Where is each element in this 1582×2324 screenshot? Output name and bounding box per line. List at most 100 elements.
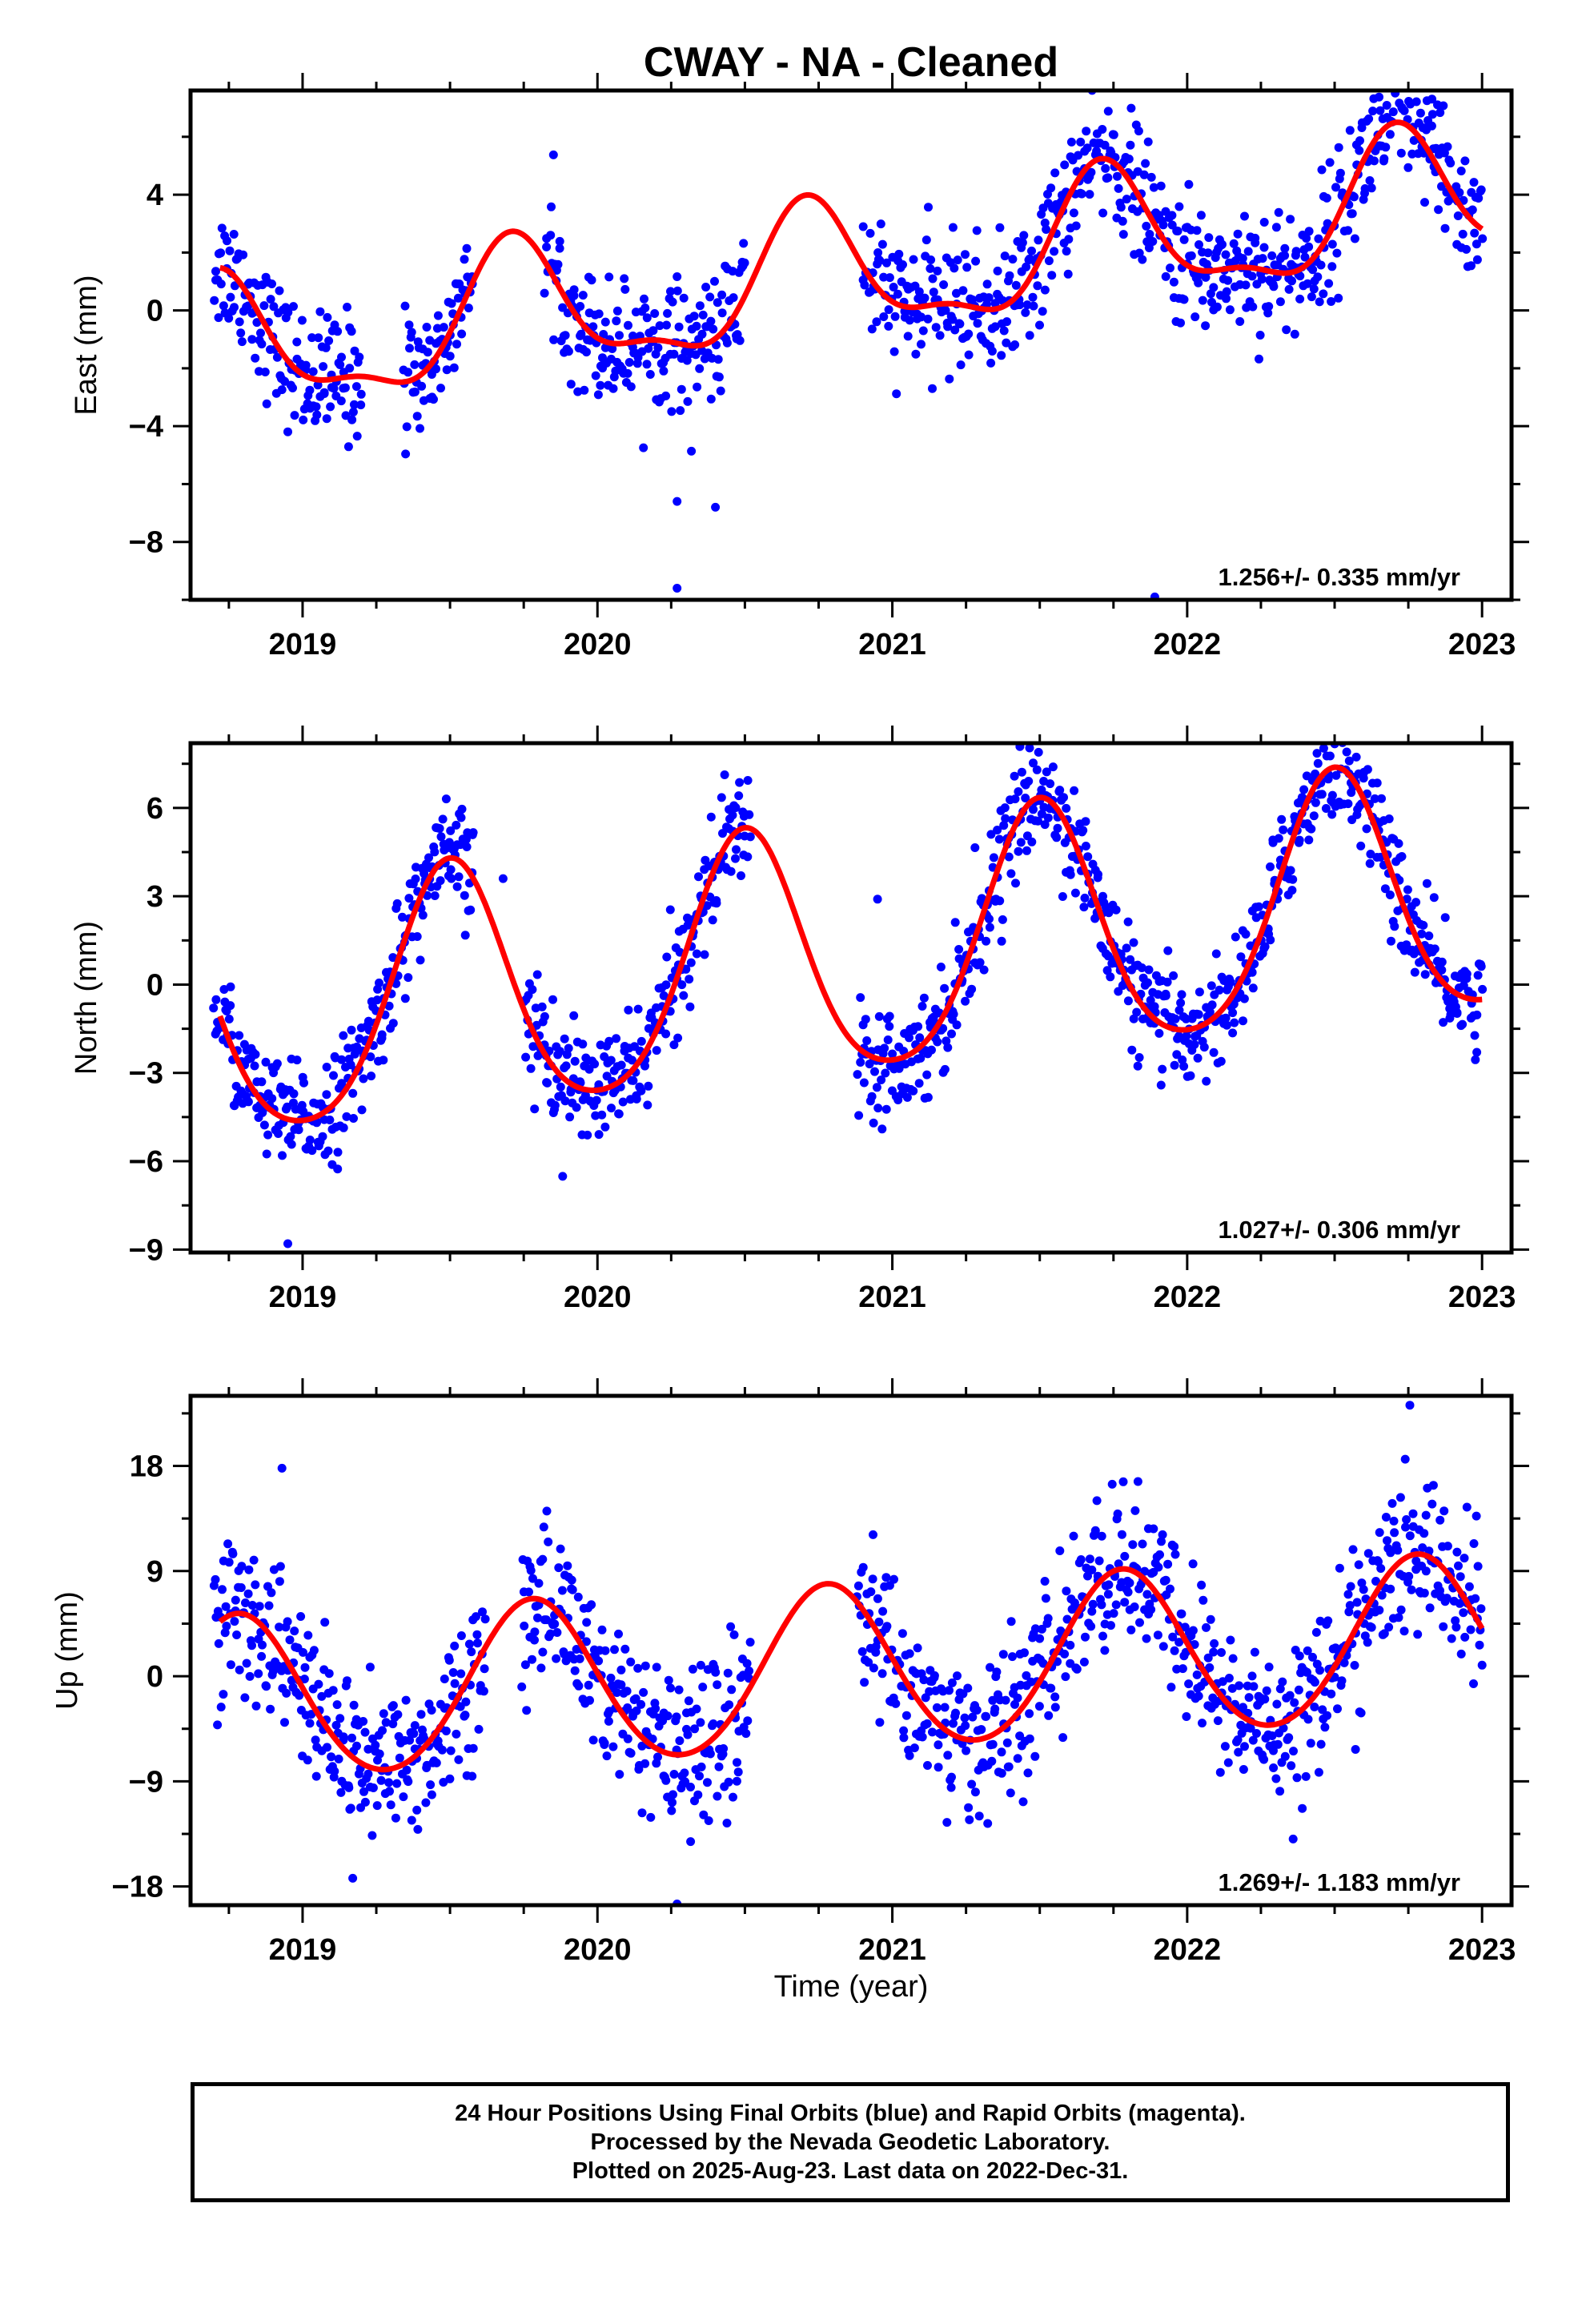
data-point bbox=[860, 1678, 869, 1687]
data-point bbox=[1360, 184, 1370, 193]
data-point bbox=[1199, 1595, 1208, 1605]
data-point bbox=[550, 1619, 560, 1629]
data-point bbox=[1125, 1578, 1134, 1588]
data-point bbox=[533, 1051, 543, 1060]
data-point bbox=[1271, 1774, 1281, 1783]
data-point bbox=[1476, 962, 1486, 971]
x-tick-label: 2022 bbox=[1154, 1933, 1222, 1967]
data-point bbox=[1252, 1729, 1261, 1738]
data-point bbox=[624, 1005, 633, 1015]
data-point bbox=[422, 323, 432, 332]
data-point bbox=[348, 408, 358, 416]
data-point bbox=[1120, 1551, 1130, 1561]
y-tick-label: 18 bbox=[130, 1450, 163, 1484]
data-point bbox=[1118, 230, 1128, 239]
data-point bbox=[219, 301, 228, 311]
data-point bbox=[612, 1688, 621, 1697]
data-point bbox=[956, 360, 966, 370]
data-point bbox=[360, 1727, 370, 1737]
data-point bbox=[1025, 331, 1034, 340]
data-point bbox=[307, 1146, 317, 1156]
data-point bbox=[1294, 1685, 1303, 1695]
data-point bbox=[729, 1792, 737, 1802]
data-point bbox=[1239, 1016, 1247, 1026]
data-point bbox=[864, 1658, 873, 1667]
data-point bbox=[615, 1770, 624, 1779]
x-tick-label: 2022 bbox=[1154, 628, 1222, 661]
data-point bbox=[259, 301, 269, 311]
data-point bbox=[405, 1735, 415, 1745]
data-point bbox=[1010, 771, 1019, 781]
data-point bbox=[1024, 777, 1034, 786]
data-point bbox=[1393, 60, 1402, 69]
data-point bbox=[683, 913, 692, 923]
data-point bbox=[400, 301, 410, 311]
data-point bbox=[378, 1726, 387, 1735]
data-point bbox=[988, 1739, 998, 1749]
data-point bbox=[914, 1079, 924, 1088]
data-point bbox=[1062, 803, 1071, 813]
data-point bbox=[400, 994, 410, 1003]
data-point bbox=[639, 1687, 648, 1697]
data-point bbox=[1182, 1031, 1191, 1041]
data-point bbox=[1350, 234, 1359, 243]
data-point bbox=[1014, 787, 1023, 796]
data-point bbox=[719, 1744, 729, 1753]
data-point bbox=[1130, 1506, 1140, 1515]
data-point bbox=[1239, 1703, 1247, 1712]
data-point bbox=[1035, 1634, 1045, 1643]
data-point bbox=[677, 980, 687, 990]
caption-box: 24 Hour Positions Using Final Orbits (bl… bbox=[191, 2082, 1510, 2202]
data-point bbox=[874, 1617, 884, 1626]
data-point bbox=[247, 1601, 257, 1610]
data-point bbox=[984, 293, 994, 303]
data-point bbox=[714, 372, 724, 382]
data-point bbox=[926, 255, 936, 264]
data-point bbox=[1010, 340, 1020, 349]
data-point bbox=[359, 1787, 368, 1796]
data-point bbox=[1383, 1536, 1391, 1546]
data-point bbox=[1472, 1511, 1481, 1521]
data-point bbox=[922, 1070, 932, 1080]
data-point bbox=[528, 985, 537, 995]
data-point bbox=[407, 328, 416, 337]
data-point bbox=[301, 360, 311, 370]
data-point bbox=[687, 446, 697, 456]
data-point bbox=[875, 1718, 885, 1727]
x-tick-label: 2022 bbox=[1154, 1281, 1222, 1314]
data-point bbox=[1217, 1648, 1226, 1657]
data-point bbox=[1085, 190, 1094, 199]
data-point bbox=[1195, 240, 1203, 249]
data-point bbox=[555, 1047, 564, 1056]
data-point bbox=[388, 1019, 398, 1028]
data-point bbox=[578, 1039, 588, 1049]
data-point bbox=[1086, 167, 1096, 177]
data-point bbox=[1440, 223, 1450, 233]
data-point bbox=[344, 1783, 354, 1792]
data-point bbox=[608, 1742, 618, 1751]
data-point bbox=[1385, 891, 1395, 899]
data-point bbox=[339, 1732, 348, 1742]
data-point bbox=[410, 387, 420, 396]
data-point bbox=[1418, 1543, 1427, 1553]
data-point bbox=[331, 1720, 341, 1730]
data-point bbox=[612, 1034, 621, 1043]
data-point bbox=[620, 284, 630, 294]
data-point bbox=[1302, 234, 1311, 243]
data-point bbox=[1248, 983, 1258, 993]
data-point bbox=[1111, 905, 1121, 915]
data-point bbox=[1437, 182, 1446, 191]
data-point bbox=[897, 1629, 907, 1638]
data-point bbox=[734, 791, 744, 801]
data-point bbox=[1034, 747, 1043, 757]
data-point bbox=[1060, 160, 1070, 170]
data-point bbox=[283, 308, 293, 317]
data-point bbox=[889, 347, 899, 356]
data-point bbox=[1233, 229, 1243, 239]
data-point bbox=[1411, 97, 1421, 107]
data-point bbox=[997, 936, 1006, 946]
data-point bbox=[1451, 1616, 1460, 1626]
data-point bbox=[355, 352, 364, 362]
data-point bbox=[324, 1669, 334, 1679]
data-point bbox=[1205, 1663, 1215, 1672]
